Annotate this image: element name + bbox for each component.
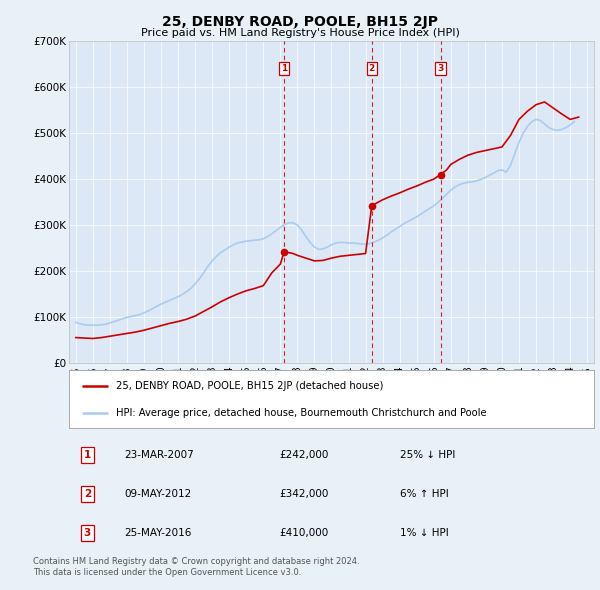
- Text: 1% ↓ HPI: 1% ↓ HPI: [400, 528, 449, 537]
- Text: Price paid vs. HM Land Registry's House Price Index (HPI): Price paid vs. HM Land Registry's House …: [140, 28, 460, 38]
- Text: 3: 3: [437, 64, 444, 73]
- Text: 25, DENBY ROAD, POOLE, BH15 2JP (detached house): 25, DENBY ROAD, POOLE, BH15 2JP (detache…: [116, 381, 383, 391]
- Text: 1: 1: [281, 64, 287, 73]
- Text: 25, DENBY ROAD, POOLE, BH15 2JP: 25, DENBY ROAD, POOLE, BH15 2JP: [162, 15, 438, 29]
- Text: 3: 3: [84, 528, 91, 537]
- Text: 25% ↓ HPI: 25% ↓ HPI: [400, 450, 455, 460]
- Text: 2: 2: [84, 489, 91, 499]
- Text: 23-MAR-2007: 23-MAR-2007: [124, 450, 194, 460]
- Text: £410,000: £410,000: [279, 528, 328, 537]
- Text: HPI: Average price, detached house, Bournemouth Christchurch and Poole: HPI: Average price, detached house, Bour…: [116, 408, 487, 418]
- Text: 6% ↑ HPI: 6% ↑ HPI: [400, 489, 449, 499]
- Text: This data is licensed under the Open Government Licence v3.0.: This data is licensed under the Open Gov…: [33, 568, 301, 576]
- Text: 25-MAY-2016: 25-MAY-2016: [124, 528, 191, 537]
- Text: 09-MAY-2012: 09-MAY-2012: [124, 489, 191, 499]
- Text: £342,000: £342,000: [279, 489, 328, 499]
- Text: £242,000: £242,000: [279, 450, 328, 460]
- Text: 2: 2: [368, 64, 375, 73]
- Text: Contains HM Land Registry data © Crown copyright and database right 2024.: Contains HM Land Registry data © Crown c…: [33, 557, 359, 566]
- Text: 1: 1: [84, 450, 91, 460]
